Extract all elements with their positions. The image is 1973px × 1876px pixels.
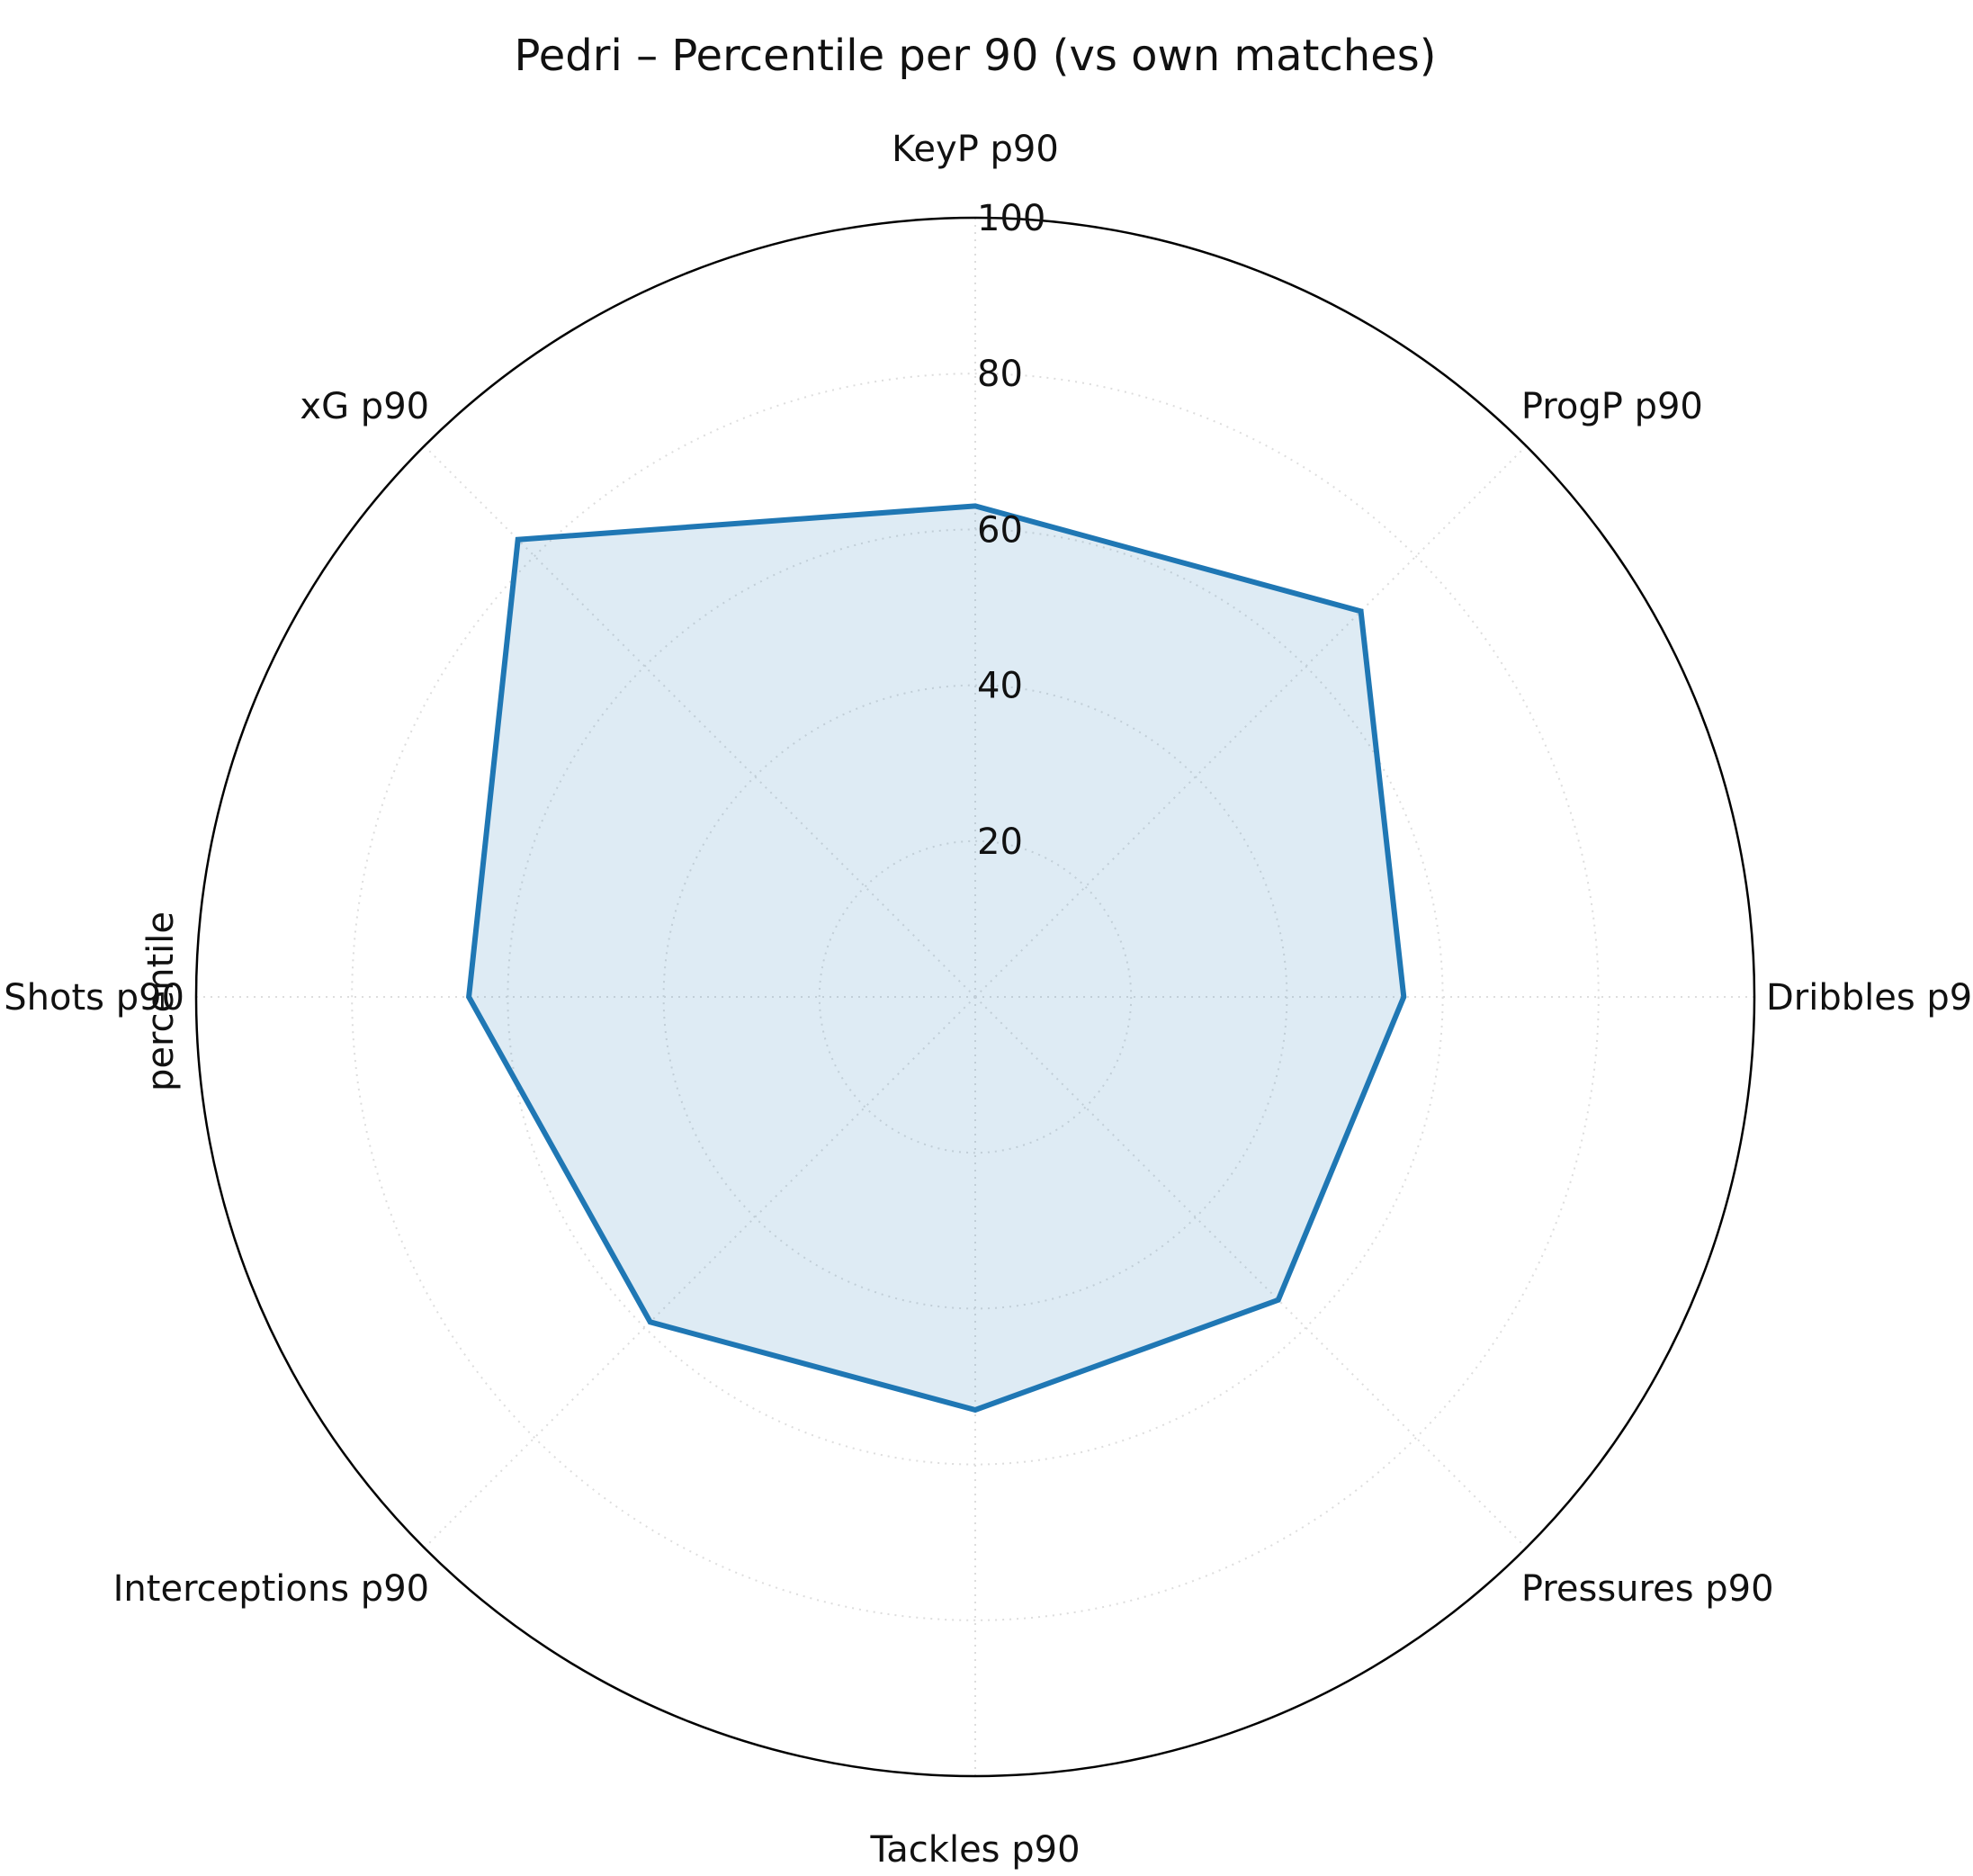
category-label: Pressures p90 <box>1521 1568 1774 1610</box>
r-tick-label: 20 <box>977 821 1023 863</box>
chart-title: Pedri – Percentile per 90 (vs own matche… <box>515 31 1437 81</box>
r-tick-label: 60 <box>977 509 1023 551</box>
category-label: ProgP p90 <box>1521 386 1703 427</box>
series-line <box>466 503 1407 1414</box>
series-area <box>469 506 1404 1410</box>
grid-circle-40 <box>662 684 1288 1310</box>
grid-circle-20 <box>818 839 1133 1154</box>
y-axis-label: percentile <box>140 911 182 1091</box>
category-label: Interceptions p90 <box>113 1568 429 1610</box>
category-label: Dribbles p90 <box>1766 977 1973 1019</box>
category-label: KeyP p90 <box>892 129 1059 170</box>
grid-circle-80 <box>351 373 1600 1621</box>
category-label: xG p90 <box>300 386 429 427</box>
radar-labels: 20 40 60 80 100 KeyP p90 ProgP p90 Dribbles p90… <box>4 129 1973 1871</box>
grid-spoke <box>974 996 1528 1549</box>
polar-frame <box>194 216 1756 1778</box>
grid-circle-60 <box>507 528 1444 1466</box>
radar-data <box>466 503 1407 1414</box>
grid-spoke <box>423 996 976 1549</box>
grid-spoke <box>974 444 1528 998</box>
category-label: Tackles p90 <box>869 1829 1080 1871</box>
r-tick-label: 80 <box>977 354 1023 395</box>
r-tick-label: 40 <box>977 666 1023 707</box>
r-tick-label: 100 <box>977 198 1045 239</box>
category-label: Shots p90 <box>4 977 184 1019</box>
